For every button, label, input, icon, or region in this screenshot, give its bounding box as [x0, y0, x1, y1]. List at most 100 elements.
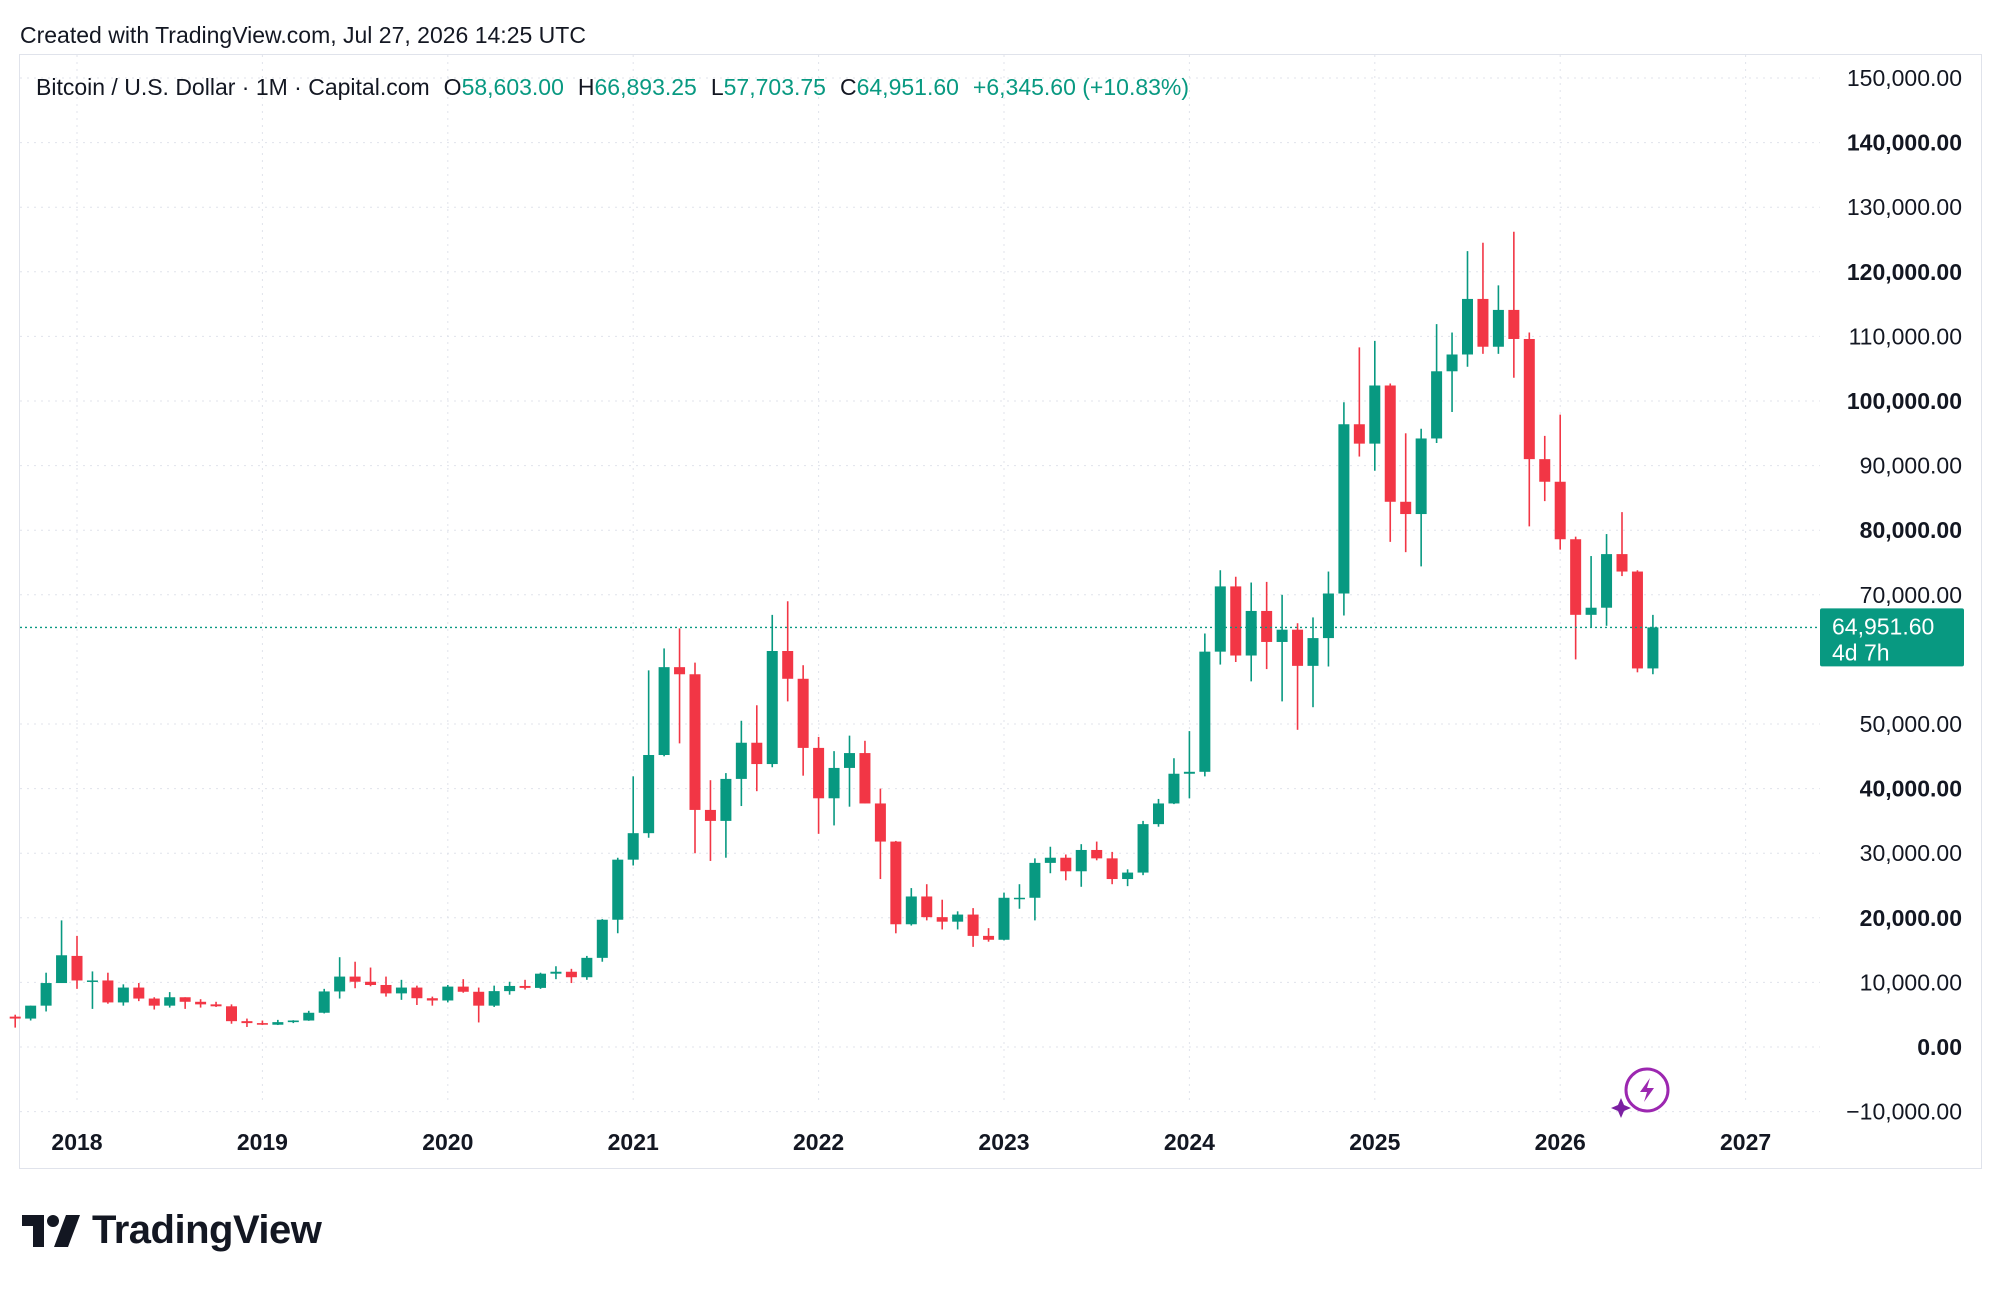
candle[interactable]: [1477, 242, 1489, 354]
candle[interactable]: [1199, 633, 1211, 777]
candle[interactable]: [473, 987, 485, 1023]
candle[interactable]: [1153, 798, 1164, 827]
candle[interactable]: [983, 928, 995, 942]
candle[interactable]: [1060, 854, 1072, 881]
lightning-sparkle-icon[interactable]: [1611, 1067, 1670, 1118]
candle[interactable]: [241, 1018, 253, 1027]
candle[interactable]: [210, 1001, 222, 1007]
candle[interactable]: [1029, 858, 1041, 921]
candle[interactable]: [720, 773, 732, 858]
candle[interactable]: [318, 988, 330, 1014]
candle[interactable]: [1539, 435, 1551, 502]
candle[interactable]: [1570, 536, 1582, 660]
candle[interactable]: [550, 966, 562, 980]
candle[interactable]: [890, 840, 902, 934]
candle[interactable]: [1554, 414, 1566, 550]
candle[interactable]: [303, 1010, 315, 1021]
candle[interactable]: [133, 983, 145, 1002]
candle[interactable]: [1137, 820, 1149, 876]
candle[interactable]: [1106, 851, 1118, 885]
candle[interactable]: [766, 614, 778, 768]
candle[interactable]: [797, 665, 809, 776]
candle[interactable]: [148, 997, 160, 1010]
candle[interactable]: [56, 920, 68, 984]
candle[interactable]: [504, 981, 516, 995]
candle[interactable]: [1091, 841, 1103, 861]
candle[interactable]: [256, 1020, 268, 1026]
candle[interactable]: [117, 984, 129, 1006]
candle[interactable]: [1384, 383, 1396, 542]
candle[interactable]: [581, 955, 593, 980]
candle[interactable]: [998, 892, 1010, 941]
candle[interactable]: [1322, 571, 1334, 667]
candle[interactable]: [704, 780, 716, 861]
candle[interactable]: [782, 601, 794, 702]
candle[interactable]: [1276, 594, 1288, 702]
candle[interactable]: [596, 919, 608, 962]
candle[interactable]: [905, 888, 917, 926]
candle[interactable]: [751, 705, 763, 792]
candle[interactable]: [86, 971, 98, 1009]
candle[interactable]: [1353, 347, 1365, 457]
candle[interactable]: [226, 1004, 237, 1024]
candle[interactable]: [1075, 844, 1087, 887]
candle[interactable]: [828, 751, 840, 826]
candle[interactable]: [1013, 884, 1025, 909]
candle[interactable]: [411, 985, 423, 1006]
candle[interactable]: [1183, 731, 1195, 799]
candle[interactable]: [674, 628, 686, 744]
chart-frame[interactable]: [19, 54, 1982, 1169]
candle[interactable]: [1415, 428, 1427, 567]
candle[interactable]: [349, 961, 361, 989]
candle[interactable]: [1338, 402, 1350, 616]
candle[interactable]: [1245, 582, 1257, 682]
candle[interactable]: [627, 776, 639, 866]
candle[interactable]: [9, 1014, 21, 1028]
candle[interactable]: [936, 899, 948, 930]
candle[interactable]: [179, 997, 191, 1009]
candle[interactable]: [25, 1005, 37, 1021]
candle[interactable]: [395, 979, 407, 1000]
symbol-title[interactable]: Bitcoin / U.S. Dollar · 1M · Capital.com: [36, 74, 430, 100]
candle[interactable]: [1261, 581, 1273, 670]
candle[interactable]: [921, 884, 933, 921]
candle[interactable]: [1230, 576, 1242, 662]
candle[interactable]: [272, 1019, 284, 1026]
candle[interactable]: [1647, 614, 1659, 675]
candle[interactable]: [535, 972, 546, 989]
candle[interactable]: [488, 985, 500, 1007]
candle[interactable]: [334, 957, 346, 999]
candle[interactable]: [565, 968, 577, 984]
candle[interactable]: [1508, 231, 1520, 378]
candle[interactable]: [1631, 570, 1643, 673]
candle[interactable]: [1601, 534, 1613, 626]
candle[interactable]: [1585, 556, 1597, 628]
candle[interactable]: [1400, 433, 1412, 553]
candle[interactable]: [195, 999, 207, 1008]
candle[interactable]: [426, 996, 438, 1006]
candle[interactable]: [952, 911, 964, 930]
candle[interactable]: [1523, 332, 1535, 527]
candle[interactable]: [1431, 324, 1443, 443]
candle[interactable]: [643, 670, 655, 838]
candle[interactable]: [1292, 623, 1304, 730]
candle[interactable]: [519, 979, 531, 990]
candle[interactable]: [102, 972, 114, 1004]
candle[interactable]: [1462, 251, 1473, 367]
candle[interactable]: [1616, 512, 1628, 577]
candle[interactable]: [380, 976, 392, 997]
candle[interactable]: [874, 788, 886, 880]
candle[interactable]: [689, 662, 701, 854]
candle[interactable]: [735, 720, 747, 807]
candle[interactable]: [813, 736, 825, 834]
candle[interactable]: [164, 992, 176, 1008]
candle[interactable]: [71, 935, 83, 989]
candle[interactable]: [40, 972, 52, 1012]
candle[interactable]: [442, 984, 454, 1003]
candle[interactable]: [365, 967, 377, 987]
candle[interactable]: [1214, 570, 1226, 665]
candle[interactable]: [287, 1020, 299, 1024]
candle[interactable]: [859, 740, 871, 804]
candle[interactable]: [844, 735, 855, 807]
